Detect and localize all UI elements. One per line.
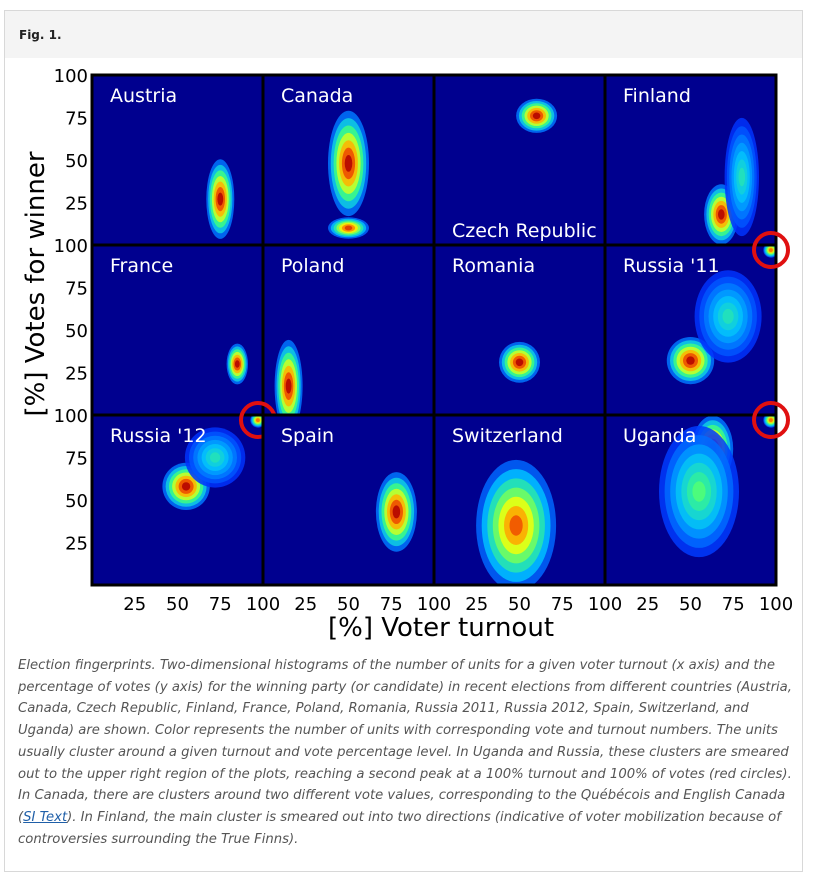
x-tick-label-col3-100: 100 bbox=[588, 594, 622, 615]
heat-cluster-russia-11-2-level-6 bbox=[769, 248, 773, 253]
panel-spain: Spain bbox=[261, 413, 436, 587]
panel-uganda: Uganda bbox=[603, 401, 790, 587]
panel-finland: Finland bbox=[603, 73, 778, 247]
panel-label-switzerland: Switzerland bbox=[452, 425, 563, 447]
x-tick-label-col3-25: 25 bbox=[465, 594, 488, 615]
heat-cluster-canada-1-level-6 bbox=[344, 225, 353, 231]
heat-cluster-spain-0-level-6 bbox=[392, 505, 401, 519]
y-tick-label-row3-75: 75 bbox=[65, 449, 88, 470]
panel-heat-russia-11 bbox=[666, 245, 776, 385]
heat-cluster-uganda-1-level-6 bbox=[692, 481, 706, 502]
panel-heat-france bbox=[226, 343, 248, 385]
panel-canada: Canada bbox=[261, 73, 436, 247]
heat-cluster-romania-0-level-6 bbox=[515, 358, 524, 367]
panel-label-uganda: Uganda bbox=[623, 425, 696, 447]
y-tick-label-row1-25: 25 bbox=[65, 194, 88, 215]
heat-cluster-russia-12-2-level-6 bbox=[256, 418, 260, 422]
panel-austria: Austria bbox=[90, 73, 265, 247]
panel-heat-romania bbox=[499, 341, 540, 383]
chart-grid: Austria Canada Czech Republic Finland France… bbox=[21, 66, 793, 643]
heat-cluster-poland-0-level-6 bbox=[285, 378, 292, 394]
panel-label-finland: Finland bbox=[623, 85, 691, 107]
panel-label-austria: Austria bbox=[110, 85, 177, 107]
x-tick-label-col3-50: 50 bbox=[508, 594, 531, 615]
panel-background-austria bbox=[92, 75, 263, 245]
heat-cluster-finland-0-level-6 bbox=[718, 209, 725, 220]
panel-background-czech-republic bbox=[434, 75, 605, 245]
heat-cluster-uganda-2-level-6 bbox=[769, 418, 773, 422]
caption-text: Election fingerprints. Two-dimensional h… bbox=[18, 658, 792, 825]
heat-cluster-austria-0-level-6 bbox=[217, 192, 224, 206]
si-text-link[interactable]: SI Text bbox=[23, 809, 68, 825]
y-tick-label-row3-50: 50 bbox=[65, 491, 88, 512]
panel-border-uganda bbox=[603, 413, 778, 587]
x-tick-label-col1-50: 50 bbox=[166, 594, 189, 615]
highlight-circle-uganda bbox=[752, 401, 790, 439]
panel-label-canada: Canada bbox=[281, 85, 353, 107]
y-tick-label-row1-75: 75 bbox=[65, 109, 88, 130]
y-tick-label-row1-100: 100 bbox=[54, 66, 88, 87]
y-tick-label-row1-50: 50 bbox=[65, 151, 88, 172]
x-tick-label-col4-25: 25 bbox=[636, 594, 659, 615]
panel-label-romania: Romania bbox=[452, 255, 535, 277]
figure-label: Fig. 1. bbox=[19, 28, 62, 42]
panel-czech-republic: Czech Republic bbox=[432, 73, 607, 247]
panel-heat-spain bbox=[375, 472, 417, 552]
heat-cluster-russia-12-0-level-6 bbox=[181, 482, 191, 491]
x-tick-label-col1-75: 75 bbox=[209, 594, 232, 615]
panel-label-poland: Poland bbox=[281, 255, 344, 277]
y-tick-label-row2-25: 25 bbox=[65, 364, 88, 385]
y-tick-label-row2-75: 75 bbox=[65, 279, 88, 300]
heat-cluster-canada-0-level-6 bbox=[344, 155, 353, 172]
panel-russia-12: Russia '12 bbox=[90, 401, 277, 587]
panel-heat-switzerland bbox=[476, 459, 557, 585]
y-tick-label-row3-25: 25 bbox=[65, 534, 88, 555]
panel-heat-canada bbox=[328, 110, 369, 239]
figure-header: Fig. 1. bbox=[5, 11, 802, 58]
caption-text-end: ). In Finland, the main cluster is smear… bbox=[18, 809, 781, 847]
panel-heat-czech-republic bbox=[516, 98, 558, 133]
panel-heat-poland bbox=[274, 339, 303, 415]
panel-label-russia-11: Russia '11 bbox=[623, 255, 720, 277]
heat-cluster-france-0-level-6 bbox=[234, 360, 240, 368]
x-tick-label-col2-50: 50 bbox=[337, 594, 360, 615]
panel-heat-uganda bbox=[659, 415, 776, 558]
panel-background-france bbox=[92, 245, 263, 415]
panel-label-russia-12: Russia '12 bbox=[110, 425, 207, 447]
x-tick-label-col1-25: 25 bbox=[123, 594, 146, 615]
highlight-circle-russia-11 bbox=[752, 231, 790, 269]
panel-poland: Poland bbox=[261, 243, 436, 417]
heat-cluster-switzerland-0-level-6 bbox=[509, 515, 523, 536]
y-tick-label-row3-100: 100 bbox=[54, 406, 88, 427]
heat-cluster-russia-11-0-level-6 bbox=[686, 356, 695, 365]
x-tick-label-col2-75: 75 bbox=[380, 594, 403, 615]
x-tick-label-col1-100: 100 bbox=[246, 594, 280, 615]
x-axis-label: [%] Voter turnout bbox=[328, 613, 554, 643]
panel-label-czech-republic: Czech Republic bbox=[452, 220, 597, 242]
panel-heat-austria bbox=[206, 159, 235, 239]
figure-caption: Election fingerprints. Two-dimensional h… bbox=[18, 655, 796, 850]
panel-label-spain: Spain bbox=[281, 425, 334, 447]
y-axis-label: [%] Votes for winner bbox=[21, 151, 51, 416]
heat-cluster-russia-12-1-level-6 bbox=[209, 452, 221, 463]
panel-heat-finland bbox=[704, 117, 759, 245]
x-tick-label-col4-100: 100 bbox=[759, 594, 793, 615]
x-tick-label-col2-25: 25 bbox=[294, 594, 317, 615]
x-tick-label-col4-75: 75 bbox=[722, 594, 745, 615]
heat-cluster-finland-1-level-6 bbox=[738, 167, 746, 187]
y-tick-label-row2-50: 50 bbox=[65, 321, 88, 342]
panel-heat-russia-12 bbox=[162, 415, 263, 510]
x-tick-label-col3-75: 75 bbox=[551, 594, 574, 615]
heat-cluster-russia-11-1-level-6 bbox=[722, 308, 734, 324]
x-tick-label-col4-50: 50 bbox=[679, 594, 702, 615]
heat-cluster-czech-republic-0-level-6 bbox=[532, 112, 541, 120]
panel-romania: Romania bbox=[432, 243, 607, 417]
panel-background-romania bbox=[434, 245, 605, 415]
panel-label-france: France bbox=[110, 255, 173, 277]
y-tick-label-row2-100: 100 bbox=[54, 236, 88, 257]
panel-switzerland: Switzerland bbox=[432, 413, 607, 587]
panel-france: France bbox=[90, 243, 265, 417]
x-tick-label-col2-100: 100 bbox=[417, 594, 451, 615]
panel-russia-11: Russia '11 bbox=[603, 231, 790, 417]
